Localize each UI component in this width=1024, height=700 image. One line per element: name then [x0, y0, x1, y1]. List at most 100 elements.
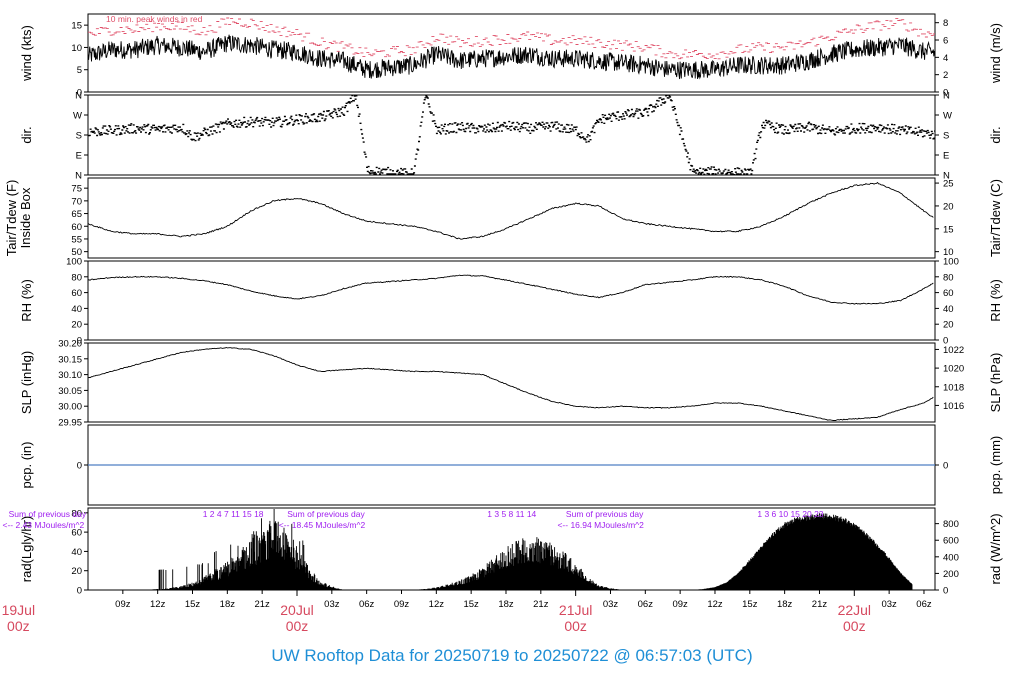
left-tick-label: 5: [77, 65, 82, 76]
daily-sum-label: Sum of previous day: [9, 509, 87, 519]
series-group: [149, 509, 913, 590]
panel-wind: 0 5 10 15 0 2 4 6 8 wind (kts) wind (m/s) 10 min. p…: [19, 13, 1003, 99]
left-tick-label: 100: [66, 257, 82, 268]
left-tick-label: S: [76, 131, 82, 142]
right-tick-label: 0: [943, 461, 948, 472]
x-tick-label: 09z: [394, 599, 410, 610]
left-axis-title: Tair/Tdew (F): [4, 180, 19, 257]
left-tick-label: 40: [71, 547, 82, 558]
left-tick-label: N: [75, 171, 82, 182]
chart-caption: UW Rooftop Data for 20250719 to 20250722…: [271, 646, 753, 665]
right-tick-label: 0: [943, 88, 948, 99]
day-label-date: 22Jul: [838, 602, 871, 618]
right-tick-label: W: [943, 111, 952, 122]
x-tick-label: 03z: [603, 599, 619, 610]
left-tick-label: 60: [71, 528, 82, 539]
left-tick-label: 80: [71, 272, 82, 283]
panel-pcp: 0 0 pcp. (in) pcp. (mm): [19, 424, 1003, 506]
series-line-temp: [88, 181, 934, 240]
x-tick-label: 21z: [533, 599, 549, 610]
right-tick-label: 200: [943, 569, 959, 580]
right-tick-label: 6: [943, 36, 948, 47]
series-group: [88, 274, 934, 305]
day-label-date: 21Jul: [559, 602, 592, 618]
right-tick-label: 25: [943, 179, 954, 190]
right-tick-label: 10: [943, 247, 954, 258]
panel-rh: 0 20 40 60 80 100 0 20 40 60 80 100 RH (%) RH (%): [19, 257, 1003, 347]
series-line-rh: [88, 274, 934, 305]
x-tick-label: 21z: [812, 599, 828, 610]
x-tick-label: 15z: [742, 599, 758, 610]
left-tick-label: 15: [71, 21, 82, 32]
right-tick-label: S: [943, 131, 949, 142]
x-tick-label: 06z: [916, 599, 932, 610]
left-tick-label: 0: [77, 461, 82, 472]
right-tick-label: 8: [943, 18, 948, 29]
left-tick-label: 0: [77, 336, 82, 347]
series-bars-solar-radiation: [149, 509, 913, 590]
left-tick-label: 0: [77, 586, 82, 597]
right-tick-label: 1020: [943, 364, 964, 375]
daily-sum-label: Sum of previous day: [566, 509, 644, 519]
right-tick-label: 100: [943, 257, 959, 268]
left-tick-label: 60: [71, 288, 82, 299]
x-tick-label: 03z: [881, 599, 897, 610]
right-tick-label: 0: [943, 586, 948, 597]
daily-sum-value: <-- 2.43 MJoules/m^2: [3, 520, 85, 530]
x-tick-label: 03z: [324, 599, 340, 610]
panel-slp: 29.95 30.00 30.05 30.10 30.15 30.20 1016 1018 10…: [19, 339, 1003, 429]
panel-frame: [87, 260, 936, 341]
panel-frame: [87, 342, 936, 423]
left-tick-label: 30.05: [58, 386, 82, 397]
day-label-date: 19Jul: [2, 602, 35, 618]
day-label-hour: 00z: [286, 618, 309, 634]
left-tick-label: 55: [71, 234, 82, 245]
x-tick-label: 06z: [359, 599, 375, 610]
left-tick-label: 30.15: [58, 354, 82, 365]
right-axis-title: wind (m/s): [988, 23, 1003, 84]
series-line-wind-speed: [88, 34, 935, 80]
x-tick-label: 21z: [254, 599, 270, 610]
left-axis-title: wind (kts): [19, 25, 34, 82]
x-tick-label: 12z: [150, 599, 166, 610]
right-tick-label: 4: [943, 53, 948, 64]
right-tick-label: 800: [943, 519, 959, 530]
right-axis-title: SLP (hPa): [988, 353, 1003, 413]
day-label-hour: 00z: [564, 618, 587, 634]
right-tick-label: 20: [943, 320, 954, 331]
x-tick-label: 09z: [115, 599, 131, 610]
right-axis-title: Tair/Tdew (C): [988, 179, 1003, 257]
left-axis-title: pcp. (in): [19, 442, 34, 489]
right-tick-label: 15: [943, 224, 954, 235]
left-axis-title: RH (%): [19, 279, 34, 322]
x-tick-label: 18z: [498, 599, 514, 610]
right-axis-title: RH (%): [988, 279, 1003, 322]
right-axis-title: dir.: [988, 126, 1003, 143]
right-tick-label: 80: [943, 272, 954, 283]
right-tick-label: 1022: [943, 345, 964, 356]
x-tick-label: 09z: [672, 599, 688, 610]
right-tick-label: E: [943, 151, 949, 162]
right-tick-label: N: [943, 171, 950, 182]
right-tick-label: 2: [943, 70, 948, 81]
left-tick-label: 0: [77, 88, 82, 99]
left-tick-label: W: [73, 111, 82, 122]
right-tick-label: 40: [943, 304, 954, 315]
left-tick-label: 70: [71, 196, 82, 207]
day-label-hour: 00z: [843, 618, 866, 634]
left-tick-label: 10: [71, 43, 82, 54]
daily-sum-label: Sum of previous day: [287, 509, 365, 519]
right-axis-title: rad (W/m^2): [988, 513, 1003, 584]
left-tick-label: 80: [71, 508, 82, 519]
left-tick-label: 75: [71, 184, 82, 195]
right-tick-label: 400: [943, 552, 959, 563]
daily-sum-value: <-- 16.94 MJoules/m^2: [557, 520, 644, 530]
right-axis-title: pcp. (mm): [988, 436, 1003, 495]
x-tick-label: 15z: [185, 599, 201, 610]
left-tick-label: 29.95: [58, 418, 82, 429]
left-tick-label: 30.20: [58, 339, 82, 350]
left-tick-label: N: [75, 91, 82, 102]
panel-frame: [87, 177, 936, 259]
